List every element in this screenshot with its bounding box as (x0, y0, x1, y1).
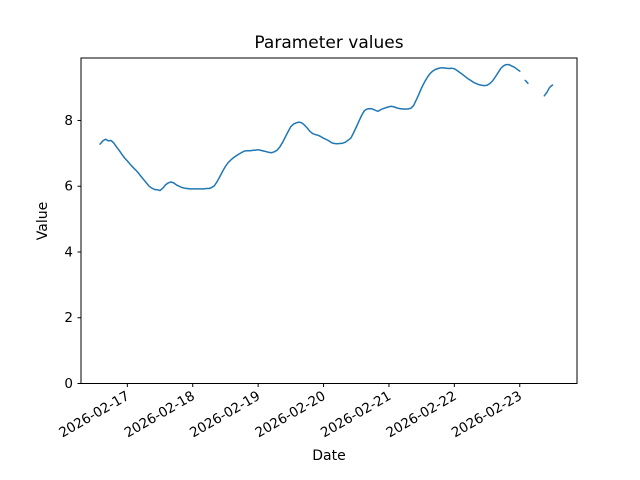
y-tick-label: 8 (64, 113, 73, 129)
x-axis-ticks: 2026-02-172026-02-182026-02-192026-02-20… (56, 383, 525, 441)
x-tick-label: 2026-02-21 (318, 388, 394, 441)
x-tick-label: 2026-02-23 (449, 388, 525, 441)
y-tick-label: 4 (64, 244, 73, 260)
y-tick-label: 2 (64, 310, 73, 326)
x-tick-label: 2026-02-19 (187, 388, 263, 441)
series-line (99, 63, 554, 192)
x-axis-label: Date (312, 448, 345, 464)
data-series (99, 63, 554, 192)
chart-title: Parameter values (254, 33, 403, 53)
plot-area-border (80, 57, 578, 384)
x-tick-label: 2026-02-18 (122, 388, 198, 441)
y-axis-label: Value (35, 202, 51, 240)
x-tick-label: 2026-02-22 (383, 388, 459, 441)
y-tick-label: 0 (64, 376, 73, 392)
y-axis-ticks: 0 2 4 6 8 (64, 113, 81, 392)
x-tick-label: 2026-02-17 (56, 388, 132, 441)
y-tick-label: 6 (64, 179, 73, 195)
x-tick-label: 2026-02-20 (253, 388, 329, 441)
